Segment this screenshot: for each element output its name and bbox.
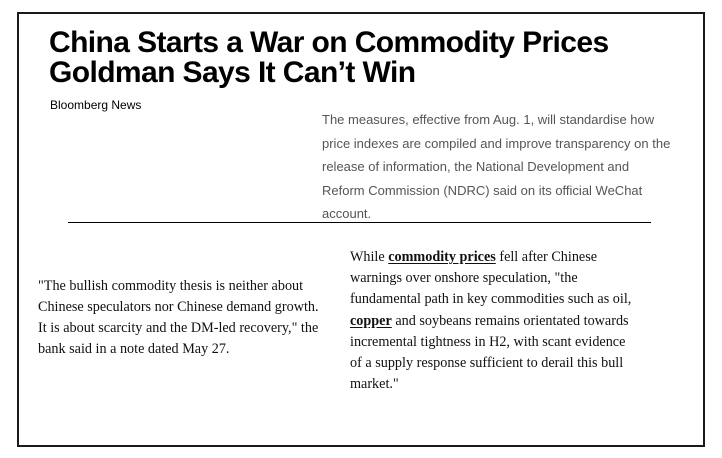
quote-line: market." xyxy=(350,376,399,393)
byline: Bloomberg News xyxy=(50,98,142,112)
quote-line: of a supply response sufficient to derai… xyxy=(350,355,624,372)
quote-text: While xyxy=(350,249,389,265)
quote-line: warnings over onshore speculation, "the xyxy=(350,270,578,287)
excerpt-line: Reform Commission (NDRC) said on its off… xyxy=(322,182,643,198)
headline-line: China Starts a War on Commodity Prices xyxy=(49,26,609,59)
excerpt-line: The measures, effective from Aug. 1, wil… xyxy=(322,112,655,127)
divider xyxy=(68,222,651,223)
quote-text: and soybeans remains orientated towards xyxy=(391,312,629,329)
quote-right: While commodity prices fell after Chines… xyxy=(350,247,660,395)
article-excerpt: The measures, effective from Aug. 1, wil… xyxy=(322,108,682,226)
excerpt-line: account. xyxy=(322,206,372,221)
excerpt-line: release of information, the National Dev… xyxy=(322,159,630,174)
copper-link[interactable]: copper xyxy=(350,312,392,329)
quote-line: Chinese speculators nor Chinese demand g… xyxy=(38,299,319,315)
headline-line: Goldman Says It Can’t Win xyxy=(49,56,416,89)
article-frame xyxy=(17,12,705,447)
quote-line: "The bullish commodity thesis is neither… xyxy=(38,278,304,294)
quote-left: "The bullish commodity thesis is neither… xyxy=(38,276,338,360)
quote-line: It is about scarcity and the DM-led reco… xyxy=(38,320,319,336)
commodity-prices-link[interactable]: commodity prices xyxy=(388,249,496,265)
excerpt-line: price indexes are compiled and improve t… xyxy=(322,135,671,151)
quote-line: copper and soybeans remains orientated t… xyxy=(350,311,660,332)
quote-line: bank said in a note dated May 27. xyxy=(38,341,230,357)
quote-line: fundamental path in key commodities such… xyxy=(350,291,632,308)
quote-line: While commodity prices fell after Chines… xyxy=(350,247,660,268)
headline: China Starts a War on Commodity Prices G… xyxy=(49,28,669,88)
quote-text: fell after Chinese xyxy=(495,249,598,265)
quote-line: incremental tightness in H2, with scant … xyxy=(350,333,626,350)
